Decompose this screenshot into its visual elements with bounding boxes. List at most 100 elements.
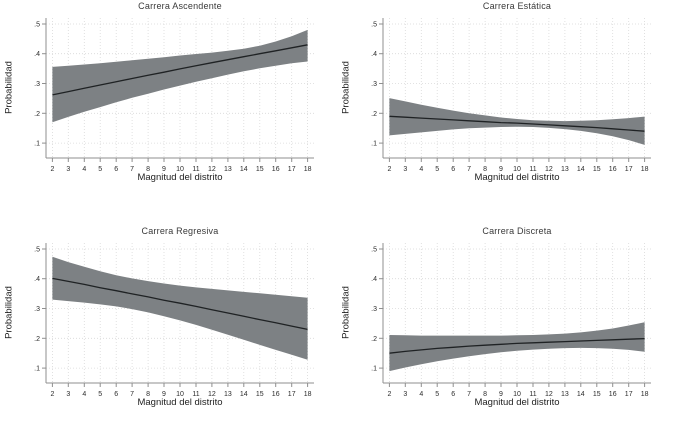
svg-text:.3: .3 [34,81,40,88]
svg-text:3: 3 [403,391,407,398]
chart-title: Carrera Ascendente [138,1,222,11]
svg-text:10: 10 [176,166,184,173]
chart-title: Carrera Estática [482,1,552,11]
svg-text:2: 2 [50,166,54,173]
svg-text:3: 3 [403,166,407,173]
svg-text:11: 11 [192,166,199,173]
svg-text:12: 12 [545,166,553,173]
svg-text:.2: .2 [371,336,377,343]
svg-text:6: 6 [114,391,118,398]
svg-text:18: 18 [304,166,312,173]
svg-text:.5: .5 [371,22,377,29]
svg-text:7: 7 [467,166,471,173]
svg-text:9: 9 [499,166,503,173]
svg-text:14: 14 [240,166,248,173]
svg-text:9: 9 [162,391,166,398]
svg-text:17: 17 [625,166,633,173]
svg-text:13: 13 [224,391,232,398]
svg-text:4: 4 [82,391,86,398]
svg-text:.4: .4 [371,276,377,283]
svg-text:.1: .1 [371,141,377,148]
chart-panel-carrera-ascendente: .1 .2 .3 .4 .5 2 3 4 5 6 7 8 9 10 11 12 13 14 15 16 17 18 Car… [0,0,338,200]
svg-text:.3: .3 [371,306,377,313]
svg-text:6: 6 [451,166,455,173]
svg-text:.2: .2 [34,336,40,343]
svg-text:10: 10 [176,391,184,398]
svg-text:15: 15 [593,391,601,398]
y-axis-title: Probabilidad [340,61,352,114]
svg-text:17: 17 [625,391,633,398]
svg-text:7: 7 [130,391,134,398]
x-axis-title: Magnitud del distrito [137,397,223,408]
svg-text:6: 6 [451,391,455,398]
svg-text:4: 4 [419,391,423,398]
svg-text:.1: .1 [34,141,40,148]
svg-text:11: 11 [529,391,536,398]
svg-text:.5: .5 [34,22,40,29]
svg-text:.3: .3 [34,306,40,313]
svg-text:16: 16 [609,391,617,398]
svg-text:10: 10 [513,166,521,173]
svg-text:16: 16 [272,391,280,398]
svg-text:.2: .2 [371,111,377,118]
svg-text:2: 2 [387,391,391,398]
svg-text:12: 12 [208,166,216,173]
svg-text:.4: .4 [371,51,377,58]
svg-text:16: 16 [272,166,280,173]
svg-text:5: 5 [98,166,102,173]
svg-text:13: 13 [561,166,569,173]
svg-text:.1: .1 [371,366,377,373]
chart-panel-carrera-regresiva: .1 .2 .3 .4 .5 2 3 4 5 6 7 8 9 10 11 12 13 14 15 16 17 18 Car… [0,225,338,425]
svg-text:14: 14 [240,391,248,398]
x-axis-title: Magnitud del distrito [137,172,223,183]
svg-text:11: 11 [529,166,536,173]
svg-text:.4: .4 [34,51,40,58]
svg-text:5: 5 [435,166,439,173]
svg-text:7: 7 [130,166,134,173]
svg-text:12: 12 [208,391,216,398]
svg-text:17: 17 [288,391,296,398]
svg-text:3: 3 [66,166,70,173]
svg-text:4: 4 [419,166,423,173]
chart-panel-carrera-estatica: .1 .2 .3 .4 .5 2 3 4 5 6 7 8 9 10 11 12 13 14 15 16 17 18 Car… [337,0,675,200]
svg-text:6: 6 [114,166,118,173]
plot-area-carrera-regresiva: .1 .2 .3 .4 .5 2 3 4 5 6 7 8 9 10 11 12 13 14 15 16 17 18 [34,243,314,398]
svg-text:8: 8 [483,166,487,173]
svg-text:18: 18 [304,391,312,398]
plot-area-carrera-ascendente: .1 .2 .3 .4 .5 2 3 4 5 6 7 8 9 10 11 12 13 14 15 16 17 18 [34,18,314,173]
svg-text:15: 15 [256,166,264,173]
svg-text:18: 18 [641,391,649,398]
svg-text:.2: .2 [34,111,40,118]
svg-text:17: 17 [288,166,296,173]
svg-text:13: 13 [224,166,232,173]
x-axis-title: Magnitud del distrito [474,397,560,408]
svg-text:.1: .1 [34,366,40,373]
svg-text:8: 8 [146,391,150,398]
plot-area-carrera-discreta: .1 .2 .3 .4 .5 2 3 4 5 6 7 8 9 10 11 12 13 14 15 16 17 18 [371,243,651,398]
chart-title: Carrera Discreta [482,226,552,236]
svg-text:3: 3 [66,391,70,398]
svg-text:4: 4 [82,166,86,173]
svg-text:8: 8 [146,166,150,173]
y-axis-title: Probabilidad [340,286,352,339]
svg-text:15: 15 [593,166,601,173]
chart-title: Carrera Regresiva [141,226,219,236]
y-axis-title: Probabilidad [3,286,15,339]
svg-text:8: 8 [483,391,487,398]
svg-text:2: 2 [387,166,391,173]
chart-panel-carrera-discreta: .1 .2 .3 .4 .5 2 3 4 5 6 7 8 9 10 11 12 13 14 15 16 17 18 Car… [337,225,675,425]
svg-text:10: 10 [513,391,521,398]
svg-text:15: 15 [256,391,264,398]
svg-text:2: 2 [50,391,54,398]
svg-text:13: 13 [561,391,569,398]
svg-text:14: 14 [577,166,585,173]
svg-text:.4: .4 [34,276,40,283]
svg-text:9: 9 [499,391,503,398]
svg-text:16: 16 [609,166,617,173]
svg-text:5: 5 [98,391,102,398]
svg-text:12: 12 [545,391,553,398]
svg-text:.3: .3 [371,81,377,88]
svg-text:5: 5 [435,391,439,398]
svg-text:.5: .5 [371,247,377,254]
